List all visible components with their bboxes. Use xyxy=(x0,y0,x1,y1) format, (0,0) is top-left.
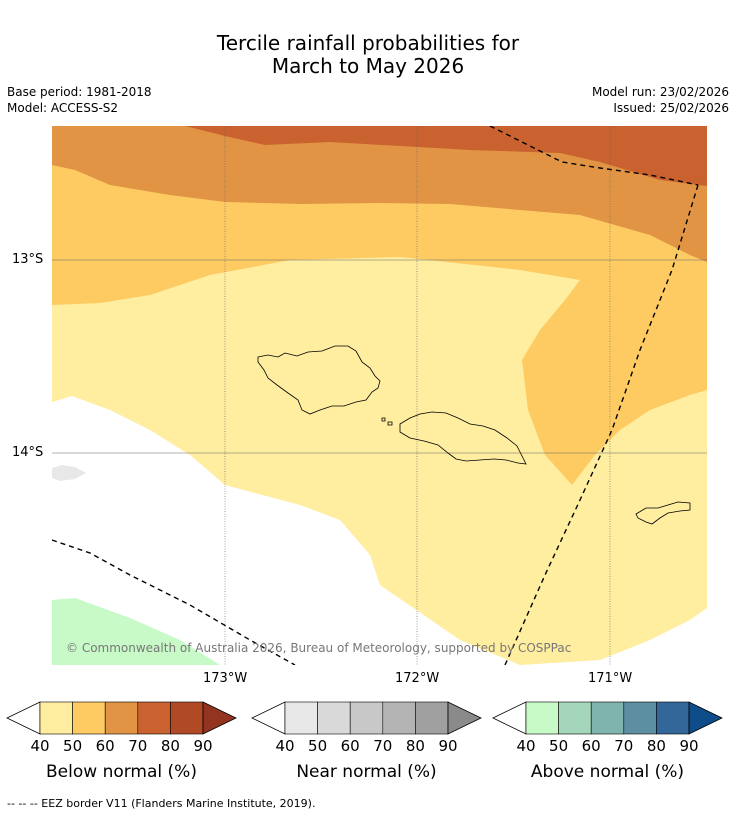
above-normal-over-arrow xyxy=(688,701,723,735)
below-normal-70-80-region xyxy=(185,126,707,186)
below-normal-colorbar-title: Below normal (%) xyxy=(46,762,197,782)
islands xyxy=(257,345,691,525)
near-normal-tick-80: 80 xyxy=(405,737,425,755)
above-normal-tick-70: 70 xyxy=(614,737,634,755)
above-normal-under-arrow xyxy=(492,701,527,735)
near-normal-swatch-2 xyxy=(349,701,384,735)
savaii-island xyxy=(257,345,381,415)
above-normal-colorbar xyxy=(492,701,723,735)
meta-left: Base period: 1981-2018 Model: ACCESS-S2 xyxy=(7,84,152,116)
lon-label-172w: 172°W xyxy=(395,671,440,686)
near-normal-swatch-0 xyxy=(284,701,318,735)
near-normal-colorbar xyxy=(251,701,482,735)
colorbars xyxy=(6,701,723,735)
model-run-label: Model run: 23/02/2026 xyxy=(591,85,729,99)
below-normal-tick-40: 40 xyxy=(30,737,50,755)
above-normal-colorbar-title: Above normal (%) xyxy=(530,762,685,782)
issued-label: Issued: 25/02/2026 xyxy=(613,101,729,115)
lat-label-14s: 14°S xyxy=(12,445,44,460)
meta-right: Model run: 23/02/2026 Issued: 25/02/2026 xyxy=(592,84,729,116)
copyright-notice: © Commonwealth of Australia 2026, Bureau… xyxy=(66,641,572,655)
near-normal-tick-90: 90 xyxy=(438,737,458,755)
above-normal-tick-40: 40 xyxy=(516,737,536,755)
above-normal-swatch-0 xyxy=(525,701,559,735)
near-normal-over-arrow xyxy=(447,701,482,735)
near-normal-tick-70: 70 xyxy=(373,737,393,755)
below-normal-over-arrow xyxy=(202,701,237,735)
above-normal-tick-50: 50 xyxy=(549,737,569,755)
base-period-label: Base period: 1981-2018 xyxy=(7,85,152,99)
below-normal-swatch-2 xyxy=(104,701,139,735)
above-normal-swatch-4 xyxy=(656,701,690,735)
below-normal-tick-70: 70 xyxy=(128,737,148,755)
below-normal-50-60-region xyxy=(52,126,707,485)
near-normal-colorbar-title: Near normal (%) xyxy=(296,762,437,782)
lat-label-13s: 13°S xyxy=(12,252,44,267)
tutuila-island xyxy=(635,501,691,525)
page-title: Tercile rainfall probabilities for March… xyxy=(0,32,736,78)
above-normal-tick-60: 60 xyxy=(581,737,601,755)
near-normal-swatch-1 xyxy=(317,701,351,735)
above-normal-swatch-3 xyxy=(623,701,657,735)
above-normal-40-50-region xyxy=(52,598,220,665)
near-normal-tick-40: 40 xyxy=(275,737,295,755)
below-normal-60-70-region xyxy=(52,126,707,262)
below-normal-under-arrow xyxy=(6,701,41,735)
above-normal-tick-90: 90 xyxy=(679,737,699,755)
below-normal-swatch-3 xyxy=(137,701,171,735)
above-normal-tick-80: 80 xyxy=(646,737,666,755)
graticule xyxy=(52,126,707,665)
apolima-island xyxy=(381,417,386,422)
title-line-2: March to May 2026 xyxy=(271,54,465,78)
below-normal-swatch-0 xyxy=(39,701,73,735)
model-label: Model: ACCESS-S2 xyxy=(7,101,119,115)
below-normal-tick-60: 60 xyxy=(95,737,115,755)
near-normal-40-50-region xyxy=(52,465,86,481)
below-normal-swatch-4 xyxy=(170,701,204,735)
lon-label-173w: 173°W xyxy=(203,671,248,686)
manono-island xyxy=(387,421,393,426)
below-normal-tick-90: 90 xyxy=(193,737,213,755)
near-normal-swatch-4 xyxy=(415,701,449,735)
upolu-island xyxy=(399,411,527,465)
near-normal-tick-60: 60 xyxy=(340,737,360,755)
above-normal-swatch-2 xyxy=(590,701,625,735)
above-normal-swatch-1 xyxy=(558,701,592,735)
near-normal-tick-50: 50 xyxy=(308,737,328,755)
lon-label-171w: 171°W xyxy=(588,671,633,686)
title-line-1: Tercile rainfall probabilities for xyxy=(216,31,520,55)
below-normal-tick-80: 80 xyxy=(160,737,180,755)
near-normal-under-arrow xyxy=(251,701,286,735)
below-normal-swatch-1 xyxy=(72,701,106,735)
below-normal-colorbar xyxy=(6,701,237,735)
near-normal-swatch-3 xyxy=(382,701,416,735)
eez-footnote: -- -- -- EEZ border V11 (Flanders Marine… xyxy=(7,797,316,810)
eez-border xyxy=(52,126,699,665)
below-normal-tick-50: 50 xyxy=(63,737,83,755)
